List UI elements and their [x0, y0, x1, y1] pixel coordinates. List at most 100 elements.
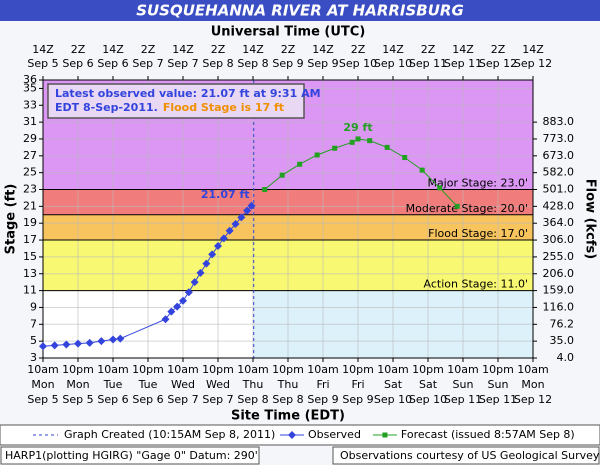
y-tick-label: 11	[23, 284, 37, 297]
y-tick-label: 15	[23, 250, 37, 263]
x2-tick-label: Sep 6	[62, 57, 93, 70]
x-tick-label: Fri	[316, 378, 329, 391]
data-point	[279, 172, 285, 178]
x-tick-label: 10am	[447, 363, 478, 376]
data-point	[332, 145, 338, 151]
x-tick-label: Sep 9	[307, 393, 338, 406]
x2-tick-label: 2Z	[351, 43, 366, 56]
x-tick-label: Sep 9	[342, 393, 373, 406]
x2-tick-label: 14Z	[312, 43, 334, 56]
x2-tick-label: 2Z	[421, 43, 436, 56]
x2-tick-label: Sep 10	[374, 57, 412, 70]
x-tick-label: Sat	[384, 378, 403, 391]
data-point	[190, 278, 199, 287]
data-point	[237, 213, 246, 222]
x-tick-label: 10am	[167, 363, 198, 376]
stage-label: Flood Stage: 17.0'	[428, 227, 528, 240]
chart-title: SUSQUEHANNA RIVER AT HARRISBURG	[136, 2, 464, 20]
y-axis-title: Stage (ft)	[4, 184, 19, 255]
data-point	[62, 340, 71, 349]
y-tick-label: 21	[23, 199, 37, 212]
data-point	[419, 167, 425, 173]
data-point	[355, 136, 361, 142]
x-tick-label: 10pm	[202, 363, 234, 376]
x2-tick-label: 2Z	[491, 43, 506, 56]
y2-tick-label: 364.0	[543, 216, 575, 229]
x2-tick-label: Sep 7	[132, 57, 163, 70]
data-point	[74, 339, 82, 348]
y2-tick-label: 428.0	[543, 199, 575, 212]
x2-tick-label: 2Z	[281, 43, 296, 56]
x2-tick-label: 2Z	[71, 43, 86, 56]
data-point	[402, 155, 408, 161]
data-point	[167, 307, 176, 316]
x-tick-label: 10pm	[272, 363, 304, 376]
x-tick-label: 10am	[517, 363, 548, 376]
x2-tick-label: Sep 12	[514, 57, 552, 70]
x2-tick-label: Sep 6	[97, 57, 128, 70]
y2-tick-label: 116.0	[543, 300, 575, 313]
flood-note: Flood Stage is 17 ft	[163, 101, 284, 114]
data-point	[314, 152, 320, 158]
data-point	[109, 335, 117, 344]
x-tick-label: Sep 10	[409, 393, 447, 406]
x2-tick-label: Sep 5	[27, 57, 58, 70]
data-point	[231, 220, 240, 229]
data-point	[437, 185, 443, 191]
x2-tick-label: Sep 9	[307, 57, 338, 70]
x2-tick-label: Sep 8	[237, 57, 268, 70]
x-tick-label: Sep 6	[132, 393, 163, 406]
y-tick-label: 27	[23, 149, 37, 162]
y2-tick-label: 501.0	[543, 183, 575, 196]
data-point	[219, 234, 228, 243]
info-line: Latest observed value: 21.07 ft at 9:31 …	[55, 87, 321, 100]
x-tick-label: Sep 12	[514, 393, 552, 406]
y2-tick-label: 773.0	[543, 132, 575, 145]
data-point	[247, 201, 256, 210]
y2-tick-label: 673.0	[543, 149, 575, 162]
legend-label: Observed	[308, 428, 361, 441]
x-tick-label: Mon	[31, 378, 54, 391]
x-tick-label: 10am	[97, 363, 128, 376]
x2-tick-label: Sep 8	[202, 57, 233, 70]
x-tick-label: 10pm	[132, 363, 164, 376]
x-tick-label: 10am	[237, 363, 268, 376]
x-tick-label: 10am	[27, 363, 58, 376]
x-tick-label: Sep 6	[97, 393, 128, 406]
info-box	[47, 83, 305, 119]
y-tick-label: 29	[23, 132, 37, 145]
x-tick-label: Sun	[453, 378, 474, 391]
x2-tick-label: 2Z	[141, 43, 156, 56]
x-tick-label: 10pm	[62, 363, 94, 376]
data-point	[196, 268, 205, 277]
y-tick-label: 36	[23, 73, 37, 86]
x2-tick-label: Sep 12	[479, 57, 517, 70]
y2-tick-label: 883.0	[543, 115, 575, 128]
stage-label: Action Stage: 11.0'	[424, 278, 528, 291]
x-tick-label: Sep 7	[202, 393, 233, 406]
info-line: EDT 8-Sep-2011.	[55, 101, 158, 114]
y-tick-label: 33	[23, 98, 37, 111]
y-tick-label: 7	[30, 317, 37, 330]
y-tick-label: 13	[23, 267, 37, 280]
x-tick-label: Sep 11	[479, 393, 517, 406]
data-point	[225, 226, 234, 235]
title-bar	[0, 0, 600, 21]
data-point	[50, 341, 59, 350]
x-tick-label: Wed	[171, 378, 195, 391]
y2-tick-label: 4.0	[557, 351, 575, 364]
x2-tick-label: 14Z	[32, 43, 54, 56]
x2-tick-label: Sep 10	[339, 57, 377, 70]
legend-label: Graph Created (10:15AM Sep 8, 2011)	[64, 428, 275, 441]
data-point	[39, 342, 47, 351]
x-tick-label: Sun	[488, 378, 509, 391]
x-tick-label: 10am	[377, 363, 408, 376]
y2-tick-label: 159.0	[543, 284, 575, 297]
x-tick-label: 10pm	[482, 363, 514, 376]
x2-tick-label: 14Z	[172, 43, 194, 56]
stage-label: Major Stage: 23.0'	[427, 177, 528, 190]
data-point	[184, 288, 193, 297]
x2-tick-label: Sep 9	[272, 57, 303, 70]
y-tick-label: 31	[23, 115, 37, 128]
